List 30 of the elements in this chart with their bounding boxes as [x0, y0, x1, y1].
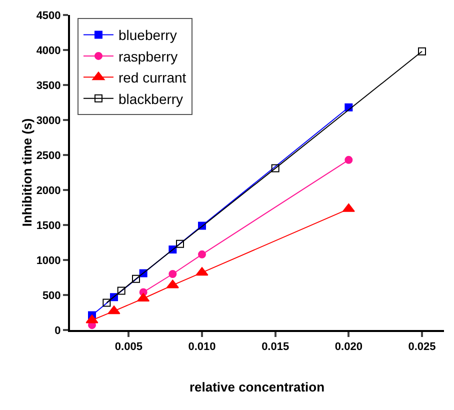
y-tick-label: 2500	[36, 150, 61, 162]
x-tick-label: 0.020	[334, 341, 362, 354]
point	[168, 270, 177, 278]
point	[344, 156, 353, 164]
point	[271, 164, 280, 172]
x-tick-label: 0.025	[408, 341, 436, 354]
y-tick-label: 4500	[36, 10, 61, 22]
x-tick-label: 0.015	[262, 341, 290, 354]
y-tick-label: 2000	[36, 184, 61, 197]
x-axis-title: relative concentration	[189, 379, 325, 394]
point	[117, 286, 126, 295]
y-tick-label: 3000	[36, 114, 61, 127]
y-axis-title: Inhibition time (s)	[19, 118, 34, 227]
x-tick-label: 0.010	[188, 341, 216, 354]
point	[102, 298, 111, 307]
legend-label: blueberry	[118, 27, 177, 44]
y-tick-label: 1500	[36, 220, 61, 232]
y-tick-label: 3500	[36, 80, 61, 92]
point	[176, 240, 184, 248]
legend-label: blackberry	[118, 90, 184, 107]
point	[132, 274, 140, 283]
y-tick-label: 1000	[36, 254, 61, 267]
y-tick-label: 500	[42, 290, 61, 302]
point	[198, 250, 206, 258]
x-tick-label: 0.005	[114, 341, 142, 354]
y-tick-label: 0	[54, 324, 61, 337]
legend-label: red currant	[118, 70, 186, 86]
legend-label: raspberry	[118, 48, 178, 64]
y-tick-label: 4000	[36, 44, 61, 57]
point	[418, 47, 426, 56]
